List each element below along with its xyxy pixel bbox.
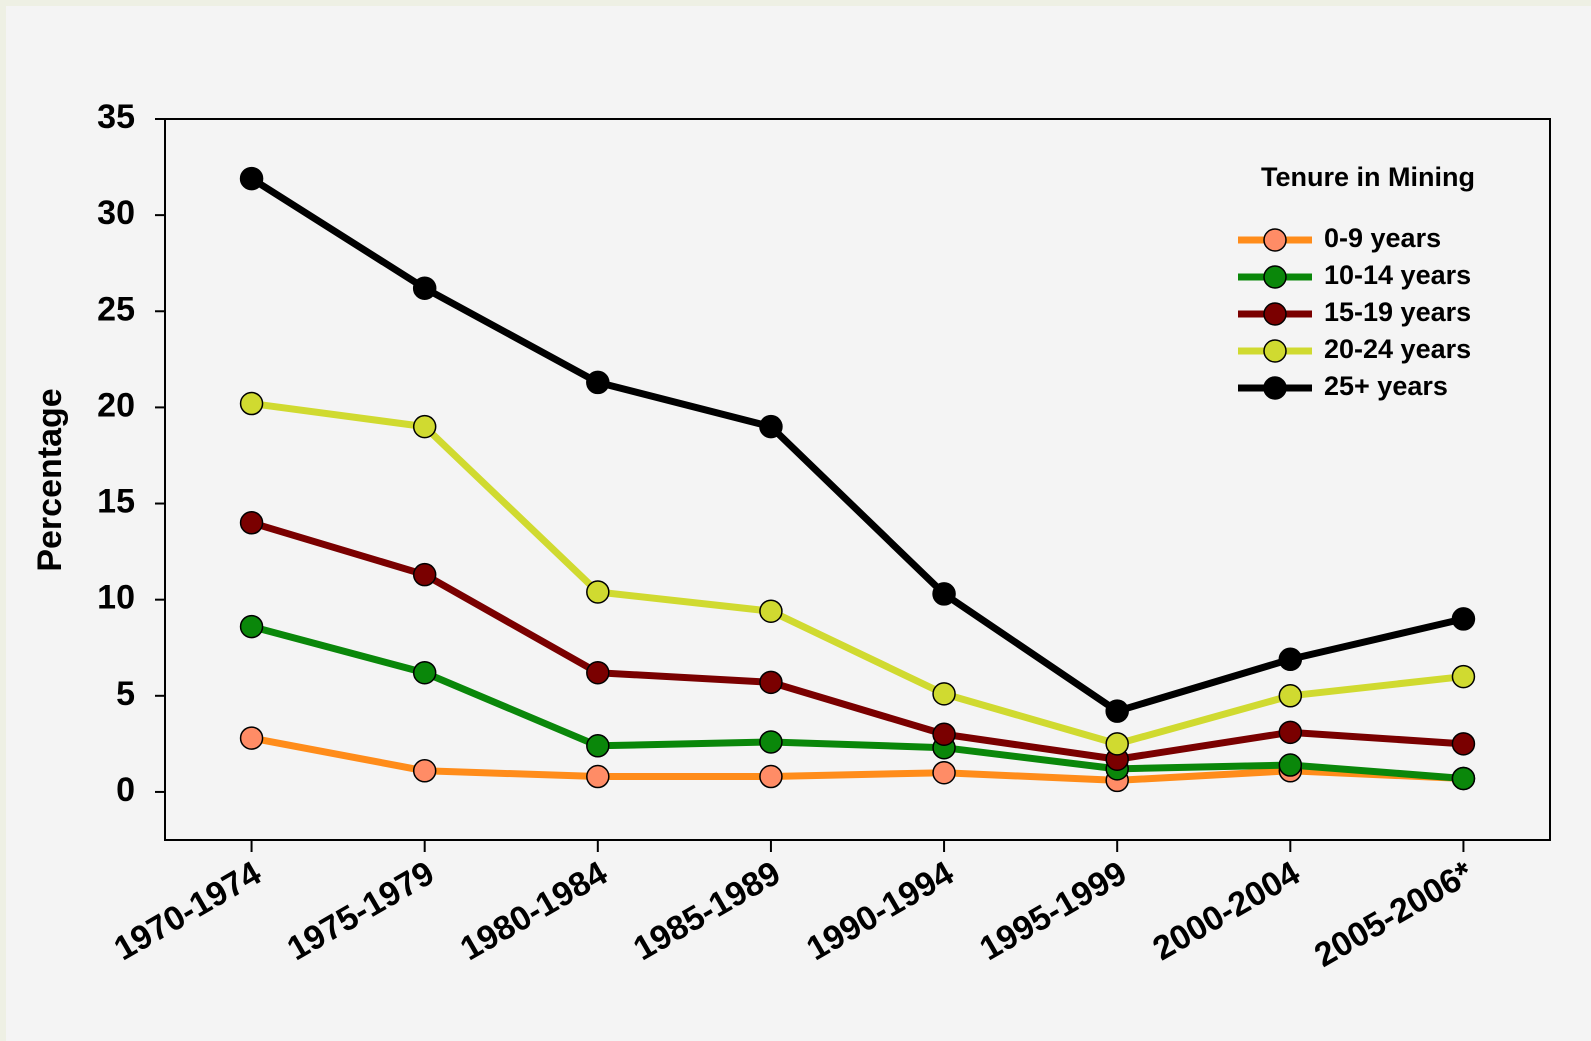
data-point — [759, 730, 783, 754]
data-point — [759, 599, 783, 623]
data-point — [1451, 664, 1476, 689]
series-line — [251, 400, 1464, 748]
data-point — [759, 414, 783, 439]
data-point — [1451, 766, 1476, 791]
data-point — [1451, 732, 1476, 756]
legend-marker — [1263, 302, 1287, 326]
data-point — [1105, 732, 1129, 756]
y-tick-label: 5 — [116, 675, 135, 713]
data-point — [1278, 753, 1303, 777]
series-line — [250, 519, 1464, 763]
y-tick-label: 35 — [97, 98, 135, 136]
y-tick-label: 10 — [97, 579, 135, 617]
legend-label: 15-19 years — [1324, 297, 1471, 327]
y-tick-label: 15 — [97, 483, 135, 521]
y-tick-label: 0 — [116, 771, 135, 809]
data-point — [1278, 684, 1303, 708]
data-point — [586, 764, 610, 789]
legend-title: Tenure in Mining — [1261, 162, 1475, 192]
data-point — [412, 414, 437, 439]
data-point — [239, 511, 264, 535]
legend-marker — [1263, 376, 1287, 400]
legend-label: 25+ years — [1324, 371, 1448, 401]
data-point — [239, 166, 264, 191]
legend-label: 10-14 years — [1324, 260, 1471, 290]
data-point — [932, 582, 956, 606]
series-line — [250, 734, 1464, 784]
data-point — [932, 760, 956, 785]
legend-marker — [1263, 265, 1287, 289]
data-point — [1451, 607, 1476, 631]
data-point — [586, 580, 610, 604]
data-point — [586, 370, 610, 395]
legend-label: 20-24 years — [1324, 334, 1471, 364]
data-point — [412, 276, 437, 300]
data-point — [1278, 647, 1303, 672]
data-point — [586, 734, 610, 758]
series-line — [249, 175, 1465, 715]
data-point — [239, 614, 264, 639]
y-tick-label: 30 — [97, 194, 135, 232]
data-point — [586, 660, 610, 685]
series-line — [250, 623, 1464, 782]
background — [6, 6, 1591, 1041]
y-axis-label: Percentage — [31, 388, 69, 571]
data-point — [932, 722, 956, 747]
y-tick-label: 25 — [97, 290, 135, 328]
plot-frame — [164, 118, 1551, 841]
legend-marker — [1263, 339, 1287, 363]
data-point — [1278, 720, 1303, 745]
data-point — [239, 391, 264, 416]
data-point — [412, 660, 437, 685]
data-point — [932, 682, 956, 706]
data-point — [412, 562, 437, 587]
data-point — [759, 670, 783, 695]
data-point — [412, 759, 437, 783]
legend-marker — [1263, 228, 1287, 252]
data-point — [1105, 699, 1129, 723]
data-point — [239, 726, 264, 750]
legend-label: 0-9 years — [1324, 223, 1441, 253]
data-point — [759, 764, 783, 789]
y-tick-label: 20 — [97, 386, 135, 424]
